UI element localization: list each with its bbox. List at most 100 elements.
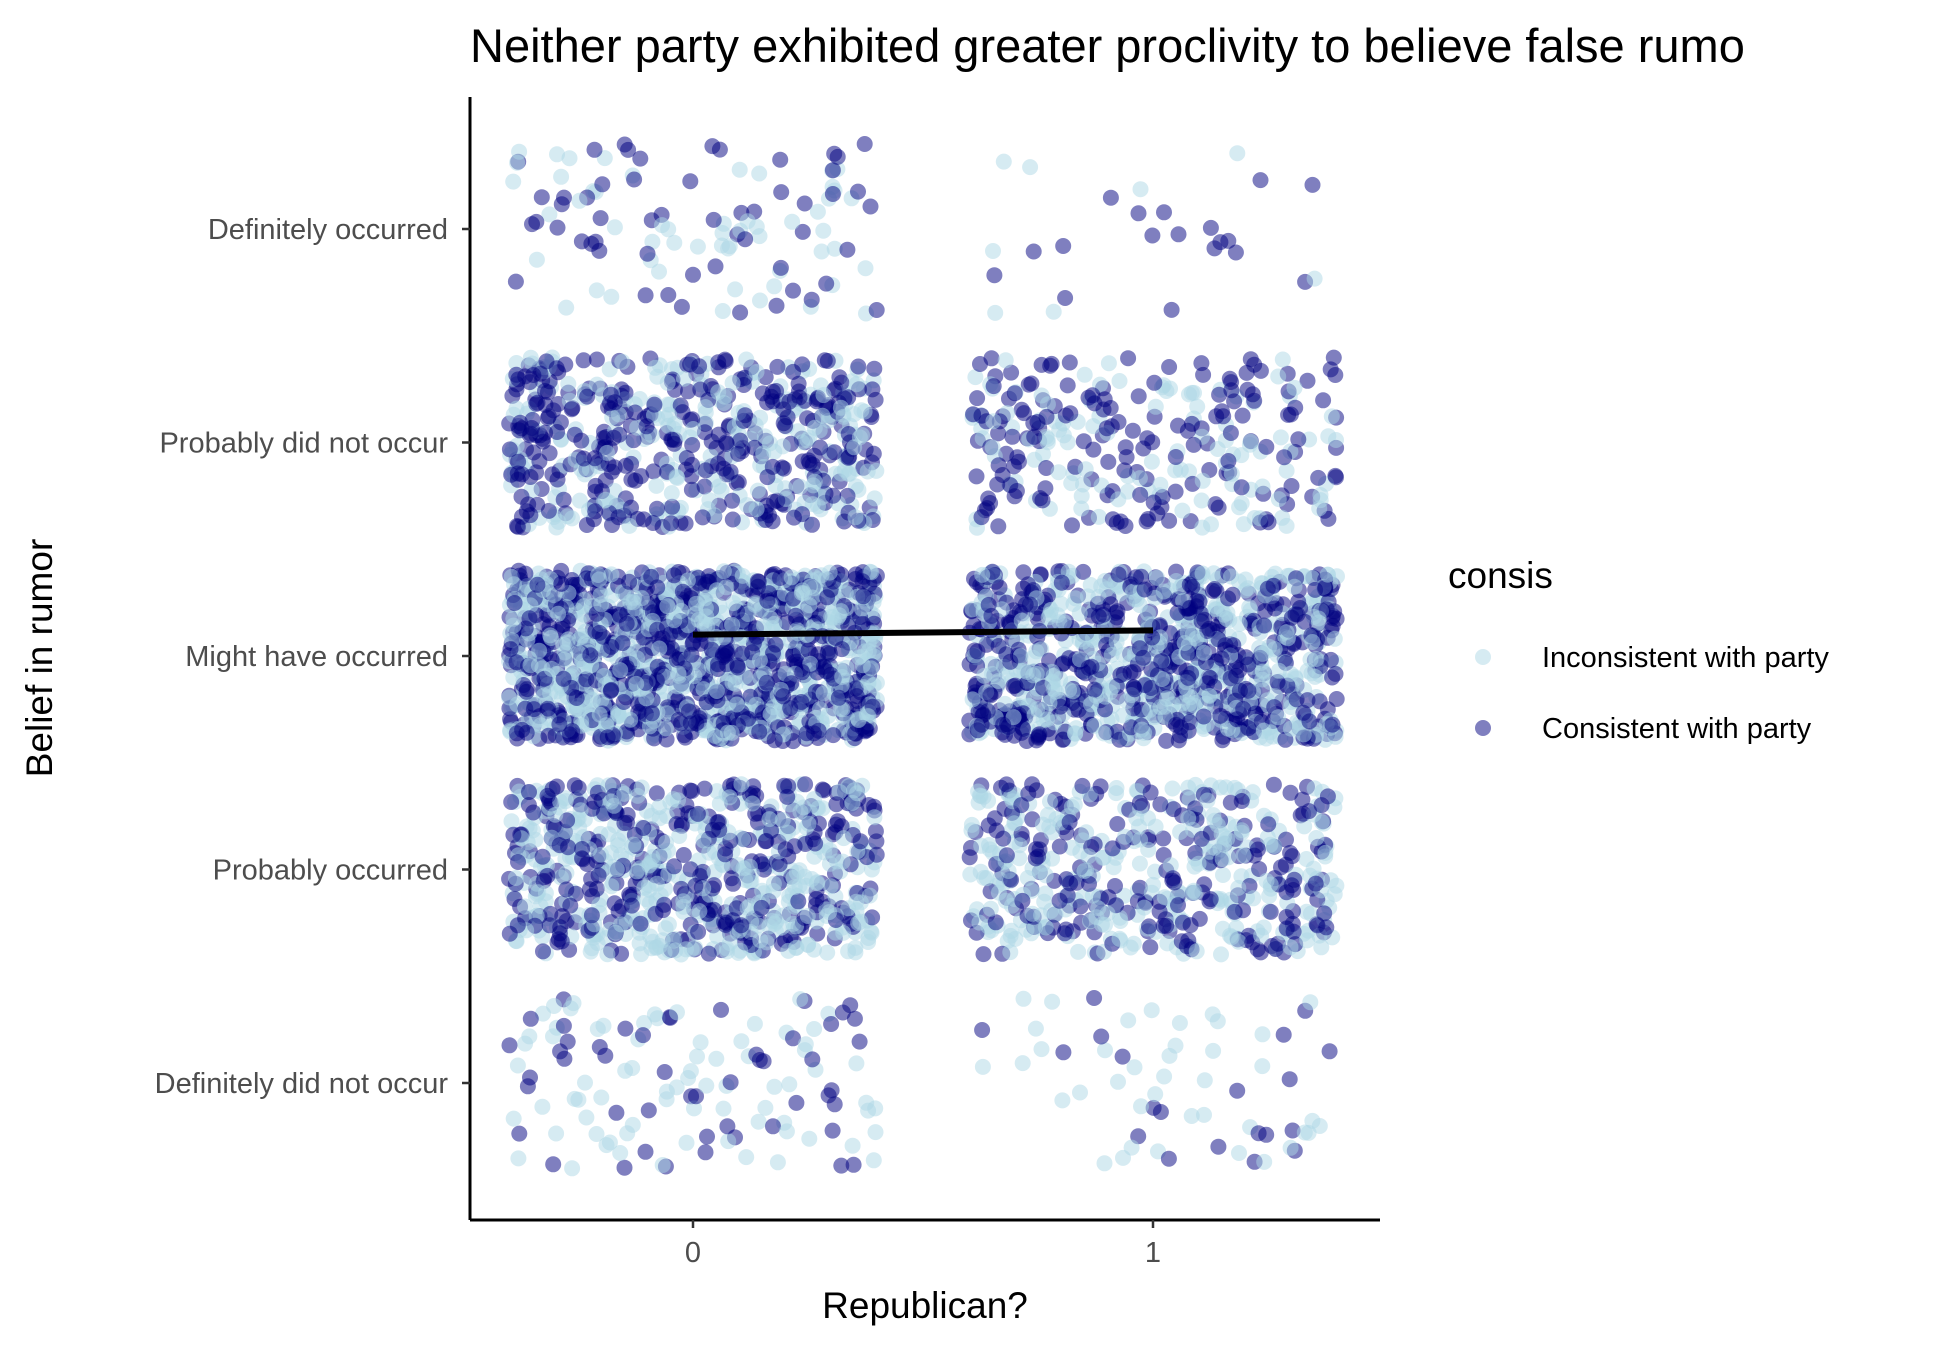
point-consistent <box>1246 356 1263 373</box>
point-inconsistent <box>1067 590 1084 607</box>
point-inconsistent <box>597 491 614 508</box>
point-inconsistent <box>543 630 560 646</box>
point-inconsistent <box>591 571 608 588</box>
point-inconsistent <box>1133 721 1150 738</box>
point-inconsistent <box>1270 709 1287 726</box>
point-inconsistent <box>557 793 574 810</box>
point-consistent <box>1030 848 1047 865</box>
point-inconsistent <box>689 1048 705 1065</box>
point-inconsistent <box>1013 612 1030 629</box>
point-inconsistent <box>848 1055 865 1072</box>
point-inconsistent <box>800 936 816 953</box>
point-consistent <box>632 915 649 932</box>
point-inconsistent <box>1143 453 1160 470</box>
point-inconsistent <box>1015 990 1032 1007</box>
point-consistent <box>614 635 631 652</box>
point-inconsistent <box>695 832 712 849</box>
point-consistent <box>591 624 608 641</box>
point-consistent <box>581 881 598 898</box>
point-consistent <box>559 1033 576 1050</box>
point-consistent <box>703 641 720 658</box>
point-inconsistent <box>1066 796 1083 813</box>
point-inconsistent <box>766 1078 783 1095</box>
point-inconsistent <box>1194 519 1211 536</box>
point-inconsistent <box>1270 662 1287 679</box>
point-consistent <box>1307 581 1324 598</box>
point-consistent <box>599 729 616 746</box>
point-inconsistent <box>1037 919 1054 936</box>
point-consistent <box>790 375 807 392</box>
point-inconsistent <box>505 617 522 634</box>
point-consistent <box>1228 667 1245 684</box>
point-consistent <box>592 210 609 227</box>
point-inconsistent <box>732 942 749 959</box>
point-inconsistent <box>1044 993 1061 1010</box>
point-consistent <box>1009 449 1026 466</box>
point-consistent <box>1100 453 1117 470</box>
point-consistent <box>508 654 525 671</box>
point-consistent <box>1102 596 1119 613</box>
point-consistent <box>626 171 643 188</box>
point-inconsistent <box>962 866 979 883</box>
point-consistent <box>804 1051 821 1068</box>
point-consistent <box>759 394 776 411</box>
point-consistent <box>1256 617 1273 634</box>
point-inconsistent <box>660 221 677 238</box>
point-inconsistent <box>691 903 708 920</box>
point-inconsistent <box>1147 1086 1164 1103</box>
point-inconsistent <box>1100 355 1117 372</box>
point-consistent <box>732 304 749 321</box>
point-consistent <box>1233 479 1250 496</box>
point-consistent <box>1120 350 1137 367</box>
point-inconsistent <box>781 1076 798 1093</box>
point-consistent <box>1013 797 1030 814</box>
point-inconsistent <box>833 465 850 482</box>
point-inconsistent <box>708 683 725 699</box>
point-consistent <box>553 575 570 592</box>
point-inconsistent <box>1002 944 1019 961</box>
point-inconsistent <box>606 797 622 814</box>
point-inconsistent <box>598 1137 615 1154</box>
point-consistent <box>649 579 666 596</box>
point-consistent <box>788 1094 805 1111</box>
point-consistent <box>1244 386 1261 403</box>
point-inconsistent <box>800 815 817 832</box>
point-inconsistent <box>857 260 874 277</box>
point-consistent <box>852 833 869 850</box>
point-consistent <box>759 592 776 609</box>
point-consistent <box>1116 462 1133 479</box>
point-inconsistent <box>678 1134 695 1151</box>
point-inconsistent <box>984 439 1001 456</box>
point-inconsistent <box>1258 872 1275 889</box>
point-inconsistent <box>548 1125 565 1142</box>
point-consistent <box>991 579 1008 596</box>
point-inconsistent <box>751 165 768 182</box>
point-consistent <box>506 595 523 611</box>
point-consistent <box>1307 875 1324 892</box>
point-consistent <box>660 287 677 303</box>
point-consistent <box>824 162 841 179</box>
point-consistent <box>656 896 673 913</box>
point-inconsistent <box>552 869 569 886</box>
point-consistent <box>501 441 518 458</box>
point-consistent <box>1202 891 1219 908</box>
point-inconsistent <box>1254 478 1271 495</box>
point-consistent <box>1315 392 1332 409</box>
point-consistent <box>969 643 986 660</box>
point-inconsistent <box>593 596 610 613</box>
point-consistent <box>1118 449 1135 466</box>
point-inconsistent <box>1255 722 1272 739</box>
point-consistent <box>635 511 652 528</box>
point-consistent <box>685 266 701 283</box>
point-consistent <box>509 465 526 482</box>
point-consistent <box>1136 581 1153 598</box>
point-consistent <box>1098 420 1115 437</box>
point-inconsistent <box>1272 429 1289 446</box>
point-consistent <box>1114 1048 1131 1065</box>
point-inconsistent <box>724 616 741 633</box>
point-consistent <box>1161 359 1178 375</box>
point-inconsistent <box>1270 491 1287 508</box>
point-consistent <box>664 498 681 515</box>
point-inconsistent <box>766 278 783 295</box>
point-consistent <box>864 381 881 398</box>
